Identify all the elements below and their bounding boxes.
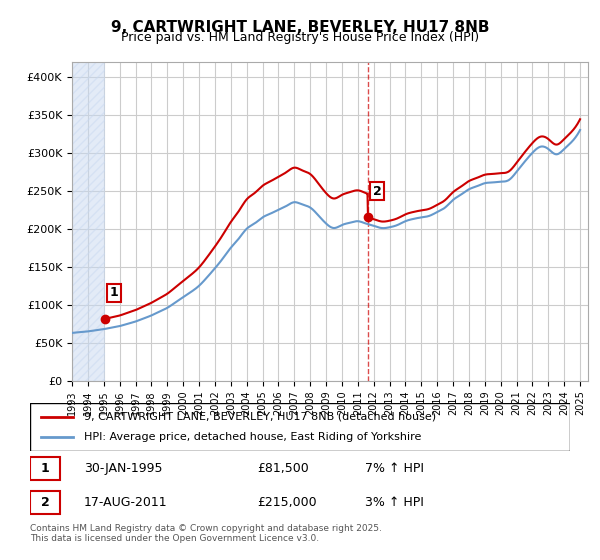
Text: 9, CARTWRIGHT LANE, BEVERLEY, HU17 8NB (detached house): 9, CARTWRIGHT LANE, BEVERLEY, HU17 8NB (… [84,412,436,422]
Text: 2: 2 [373,185,382,198]
Text: 3% ↑ HPI: 3% ↑ HPI [365,496,424,509]
Bar [30,491,60,514]
Bar [30,457,60,480]
Text: 1: 1 [41,462,49,475]
Text: 30-JAN-1995: 30-JAN-1995 [84,462,163,475]
Text: 1: 1 [110,286,119,299]
Text: 2: 2 [41,496,49,509]
Text: HPI: Average price, detached house, East Riding of Yorkshire: HPI: Average price, detached house, East… [84,432,421,442]
Text: Contains HM Land Registry data © Crown copyright and database right 2025.
This d: Contains HM Land Registry data © Crown c… [30,524,382,543]
Text: £215,000: £215,000 [257,496,316,509]
Text: 17-AUG-2011: 17-AUG-2011 [84,496,167,509]
Text: 7% ↑ HPI: 7% ↑ HPI [365,462,424,475]
Text: Price paid vs. HM Land Registry's House Price Index (HPI): Price paid vs. HM Land Registry's House … [121,31,479,44]
Text: £81,500: £81,500 [257,462,308,475]
Text: 9, CARTWRIGHT LANE, BEVERLEY, HU17 8NB: 9, CARTWRIGHT LANE, BEVERLEY, HU17 8NB [111,20,489,35]
